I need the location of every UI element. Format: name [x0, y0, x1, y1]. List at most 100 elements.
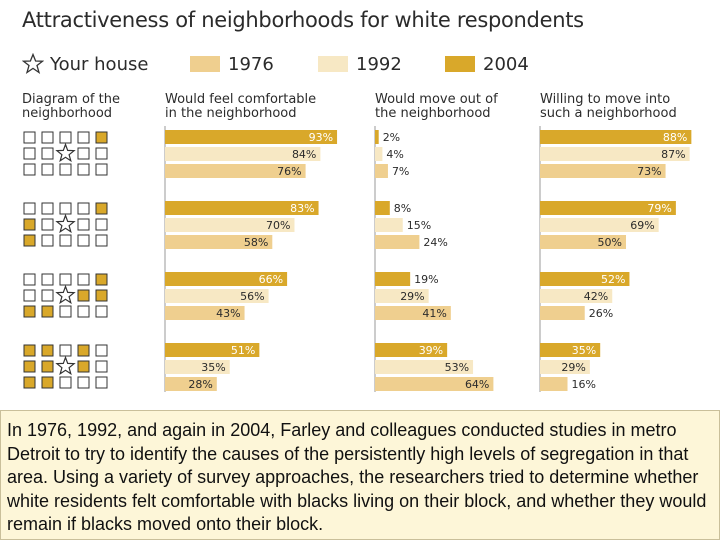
bar-comfortable-1976-group-2 [165, 306, 245, 320]
bar-label-willing-1976-group-3: 16% [572, 378, 596, 391]
bar-label-willing-1992-group-1: 69% [630, 219, 654, 232]
bar-willing-2004-group-2 [540, 272, 630, 286]
diagram-square-2-1-3 [77, 289, 90, 302]
legend-label-1992: 1992 [356, 53, 402, 75]
diagram-square-2-1-4 [95, 289, 108, 302]
bar-label-move_out-1976-group-0: 7% [392, 165, 409, 178]
diagram-square-3-0-2 [59, 344, 72, 357]
diagram-square-3-1-3 [77, 360, 90, 373]
bar-comfortable-1976-group-0 [165, 164, 306, 178]
diagram-square-3-0-3 [77, 344, 90, 357]
diagram-square-1-0-3 [77, 202, 90, 215]
bar-label-comfortable-1976-group-0: 76% [277, 165, 301, 178]
diagram-square-2-0-2 [59, 273, 72, 286]
chart-area: 93% 84% 76% 2% 4% 7% 88% 87%73% 83%70% 58% 8% 15% 24… [23, 126, 692, 392]
legend-swatch-1992 [318, 56, 348, 72]
diagram-square-1-1-1 [41, 218, 54, 231]
diagram-square-1-0-2 [59, 202, 72, 215]
diagram-star-icon-2 [55, 284, 76, 305]
diagram-square-1-2-4 [95, 234, 108, 247]
bar-willing-1992-group-0 [540, 147, 690, 161]
bar-label-move_out-2004-group-3: 39% [419, 344, 443, 357]
diagram-square-3-2-1 [41, 376, 54, 389]
diagram-square-3-1-0 [23, 360, 36, 373]
diagram-square-1-0-4 [95, 202, 108, 215]
diagram-square-0-0-3 [77, 131, 90, 144]
diagram-square-0-2-3 [77, 163, 90, 176]
bar-label-comfortable-1992-group-3: 35% [201, 361, 225, 374]
legend-1976: 1976 [190, 52, 274, 76]
bar-move_out-1992-group-1 [375, 218, 403, 232]
diagram-square-1-0-1 [41, 202, 54, 215]
bar-label-comfortable-2004-group-2: 66% [259, 273, 283, 286]
bar-label-move_out-1976-group-2: 41% [422, 307, 446, 320]
diagram-square-2-2-3 [77, 305, 90, 318]
bar-comfortable-1992-group-0 [165, 147, 321, 161]
column-header-comfortable: Would feel comfortable in the neighborho… [165, 92, 317, 121]
bar-label-move_out-1992-group-3: 53% [445, 361, 469, 374]
legend-label-1976: 1976 [228, 53, 274, 75]
diagram-square-2-2-1 [41, 305, 54, 318]
bar-willing-2004-group-3 [540, 343, 601, 357]
bar-label-willing-1976-group-1: 50% [598, 236, 622, 249]
bar-comfortable-2004-group-3 [165, 343, 260, 357]
bar-willing-1992-group-2 [540, 289, 613, 303]
bar-willing-2004-group-1 [540, 201, 676, 215]
bar-label-move_out-2004-group-2: 19% [414, 273, 438, 286]
bar-willing-1976-group-3 [540, 377, 568, 391]
bar-label-willing-2004-group-3: 35% [572, 344, 596, 357]
diagram-square-2-2-2 [59, 305, 72, 318]
legend-label-2004: 2004 [483, 53, 529, 75]
diagram-square-1-1-4 [95, 218, 108, 231]
diagram-square-2-2-0 [23, 305, 36, 318]
bar-move_out-1976-group-1 [375, 235, 420, 249]
bar-comfortable-2004-group-1 [165, 201, 319, 215]
bar-label-move_out-1976-group-3: 64% [465, 378, 489, 391]
bar-comfortable-1992-group-2 [165, 289, 269, 303]
bar-willing-1976-group-0 [540, 164, 666, 178]
diagram-square-1-2-0 [23, 234, 36, 247]
bar-move_out-1976-group-2 [375, 306, 451, 320]
bar-comfortable-1992-group-3 [165, 360, 230, 374]
diagram-square-0-0-1 [41, 131, 54, 144]
bar-label-willing-2004-group-2: 52% [601, 273, 625, 286]
bar-move_out-1992-group-0 [375, 147, 383, 161]
diagram-square-0-1-4 [95, 147, 108, 160]
column-header-move-out: Would move out of the neighborhood [375, 92, 498, 121]
diagram-square-2-1-1 [41, 289, 54, 302]
diagram-square-0-2-1 [41, 163, 54, 176]
diagram-square-0-0-2 [59, 131, 72, 144]
star-icon [22, 53, 44, 75]
legend-your-house-label: Your house [50, 53, 149, 75]
bar-willing-1976-group-1 [540, 235, 626, 249]
bar-move_out-1976-group-3 [375, 377, 494, 391]
bar-label-move_out-1992-group-2: 29% [400, 290, 424, 303]
bar-label-comfortable-1976-group-1: 58% [244, 236, 268, 249]
bar-move_out-1992-group-3 [375, 360, 474, 374]
column-header-willing: Willing to move into such a neighborhood [540, 92, 677, 121]
legend-2004: 2004 [445, 52, 529, 76]
bar-move_out-2004-group-1 [375, 201, 390, 215]
bar-label-willing-1992-group-0: 87% [661, 148, 685, 161]
diagram-square-2-0-3 [77, 273, 90, 286]
bar-label-willing-1992-group-2: 42% [584, 290, 608, 303]
diagram-square-1-1-0 [23, 218, 36, 231]
bar-label-comfortable-2004-group-3: 51% [231, 344, 255, 357]
bar-label-move_out-1992-group-0: 4% [386, 148, 403, 161]
diagram-square-2-0-4 [95, 273, 108, 286]
diagram-square-3-2-2 [59, 376, 72, 389]
page-title: Attractiveness of neighborhoods for whit… [22, 8, 584, 32]
caption-text: In 1976, 1992, and again in 2004, Farley… [0, 410, 720, 540]
legend-swatch-2004 [445, 56, 475, 72]
bar-label-willing-1976-group-2: 26% [589, 307, 613, 320]
diagram-square-2-1-0 [23, 289, 36, 302]
diagram-square-3-1-1 [41, 360, 54, 373]
legend-your-house: Your house [22, 52, 148, 76]
diagram-square-1-2-3 [77, 234, 90, 247]
diagram-square-0-2-2 [59, 163, 72, 176]
bar-willing-1992-group-3 [540, 360, 590, 374]
diagram-square-1-1-3 [77, 218, 90, 231]
diagram-square-0-1-1 [41, 147, 54, 160]
bar-move_out-2004-group-3 [375, 343, 448, 357]
bar-label-comfortable-1976-group-3: 28% [188, 378, 212, 391]
